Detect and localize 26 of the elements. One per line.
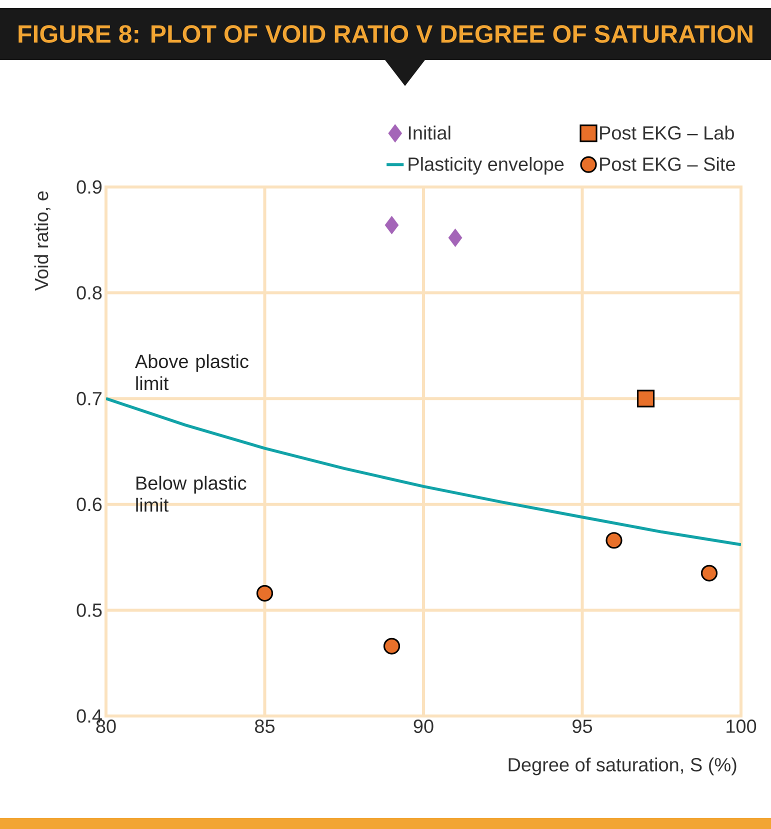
legend-label: Post EKG – Site (600, 156, 735, 171)
y-tick-label: 0.8 (76, 286, 102, 300)
x-tick-label: 90 (414, 720, 434, 733)
point (448, 228, 462, 247)
x-tick-label: 85 (255, 720, 275, 733)
x-tick-label: 100 (726, 720, 756, 733)
point (606, 532, 622, 549)
point (700, 564, 718, 582)
y-axis-title: Void ratio, e (34, 191, 50, 291)
legend-label: Post EKG – Lab (600, 126, 734, 140)
point (256, 584, 274, 602)
y-tick-label: 0.6 (76, 498, 102, 512)
point (383, 638, 400, 654)
line-series (106, 397, 742, 546)
annotation: Below plastic limit (136, 476, 246, 512)
point (636, 390, 655, 408)
legend-label: Initial (408, 126, 450, 140)
x-tick-label: 95 (572, 720, 592, 733)
annotation: Above plastic limit (134, 354, 248, 390)
y-tick-label: 0.9 (76, 180, 102, 194)
y-tick-label: 0.5 (76, 603, 102, 617)
point (384, 216, 399, 234)
legend-label: Plasticity envelope (408, 156, 564, 175)
y-tick-label: 0.7 (76, 392, 102, 406)
x-axis-title: Degree of saturation, S (%) (508, 758, 736, 776)
chart-title: FIGURE 8: PLOT OF VOID RATIO V DEGREE OF SATURATION (18, 25, 752, 43)
